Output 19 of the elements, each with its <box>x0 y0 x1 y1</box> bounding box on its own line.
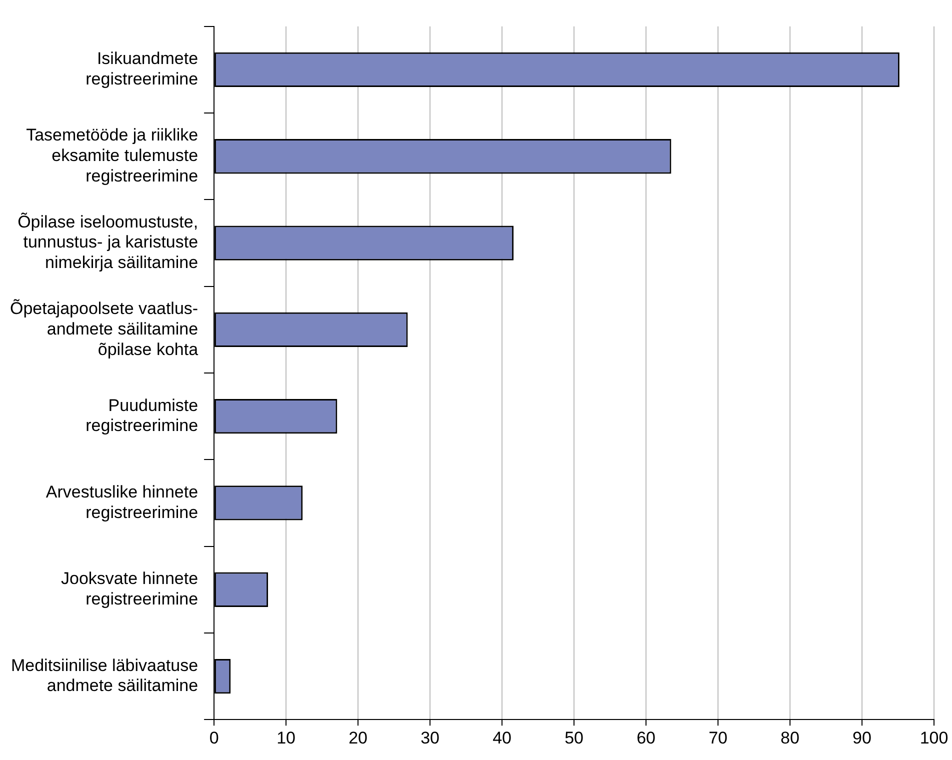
x-tick-label: 20 <box>348 728 368 748</box>
y-tick-label: Õpetajapoolsete vaatlus- andmete säilitamine õpilase kohta <box>10 298 199 359</box>
x-tick-label: 100 <box>920 728 948 748</box>
x-tick-label: 0 <box>209 728 219 748</box>
y-tick-label: Tasemetööde ja riiklike eksamite tulemuste registreerimine <box>26 126 198 186</box>
x-tick-label: 40 <box>492 728 512 748</box>
x-tick-label: 80 <box>780 728 800 748</box>
y-tick-label: Arvestuslike hinnete registreerimine <box>46 482 198 522</box>
y-tick-label: Jooksvate hinnete registreerimine <box>61 569 198 609</box>
x-tick-label: 30 <box>420 728 440 748</box>
x-tick-label: 60 <box>636 728 656 748</box>
x-tick-label: 50 <box>564 728 584 748</box>
x-tick-label: 70 <box>708 728 728 748</box>
y-tick-label: Meditsiinilise läbivaatuse andmete säilitamine <box>10 656 198 696</box>
x-tick-label: 90 <box>852 728 872 748</box>
y-tick-label: Õpilase iseloomustuste, tunnustus- ja karistuste nimekirja säilitamine <box>18 212 198 272</box>
y-tick-label: Puudumiste registreerimine <box>86 396 198 436</box>
x-tick-label: 10 <box>276 728 296 748</box>
y-tick-label: Isikuandmete registreerimine <box>86 49 198 89</box>
